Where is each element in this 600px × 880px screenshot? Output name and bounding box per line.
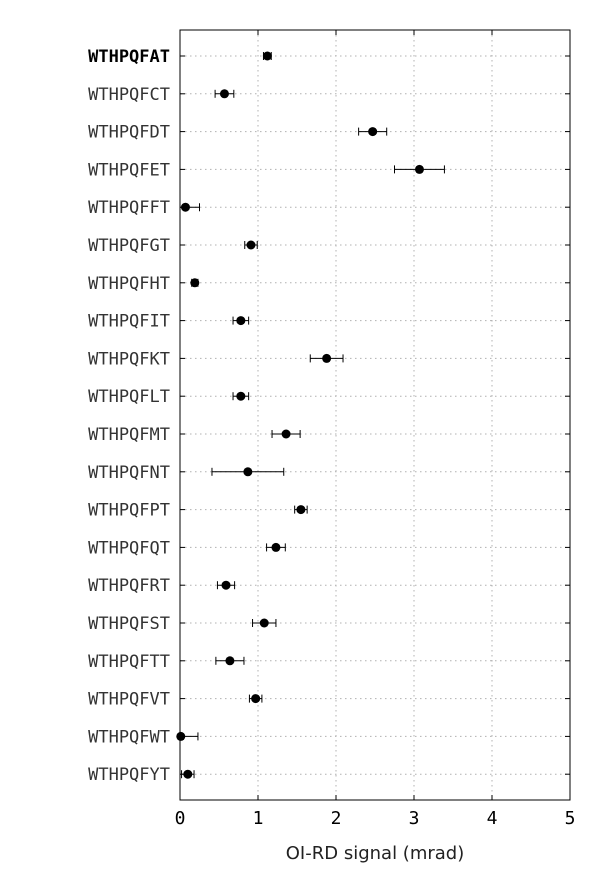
y-tick-label: WTHPQFCT bbox=[88, 85, 170, 105]
y-tick-label: WTHPQFYT bbox=[88, 765, 170, 785]
x-tick-label: 2 bbox=[331, 808, 342, 829]
x-tick-label: 1 bbox=[253, 808, 264, 829]
data-point bbox=[176, 731, 186, 741]
grid-lines bbox=[179, 30, 571, 800]
y-tick-label: WTHPQFNT bbox=[88, 463, 170, 483]
x-tick-label: 0 bbox=[175, 808, 186, 829]
data-point bbox=[221, 580, 231, 590]
x-tick-label: 5 bbox=[565, 808, 576, 829]
y-tick-label: WTHPQFWT bbox=[88, 727, 170, 747]
data-point bbox=[236, 316, 246, 326]
y-tick-label: WTHPQFQT bbox=[88, 538, 170, 558]
y-tick-label: WTHPQFIT bbox=[88, 312, 170, 332]
y-tick-label: WTHPQFMT bbox=[88, 425, 170, 445]
data-point bbox=[219, 89, 229, 99]
x-tick-label: 3 bbox=[409, 808, 420, 829]
error-bars bbox=[179, 52, 445, 779]
y-tick-label: WTHPQFVT bbox=[88, 690, 170, 710]
x-tick-label: 4 bbox=[487, 808, 498, 829]
data-points bbox=[176, 51, 424, 779]
y-tick-label: WTHPQFRT bbox=[88, 576, 170, 596]
data-point bbox=[236, 391, 246, 401]
y-tick-label: WTHPQFPT bbox=[88, 501, 170, 521]
y-tick-label: WTHPQFET bbox=[88, 160, 170, 180]
data-point bbox=[259, 618, 269, 628]
y-tick-label: WTHPQFLT bbox=[88, 387, 170, 407]
y-tick-labels: WTHPQFAT WTHPQFCT WTHPQFDT WTHPQFET WTHPQFFT… bbox=[88, 47, 170, 785]
data-point bbox=[243, 467, 253, 477]
data-point bbox=[281, 429, 291, 439]
data-point bbox=[322, 353, 332, 363]
y-tick-label: WTHPQFDT bbox=[88, 123, 170, 143]
y-tick-label: WTHPQFAT bbox=[88, 47, 170, 67]
data-point bbox=[414, 164, 424, 174]
x-tick-labels: 0 1 2 3 4 5 bbox=[175, 808, 576, 829]
x-axis-label: OI-RD signal (mrad) bbox=[286, 843, 464, 864]
data-point bbox=[271, 542, 281, 552]
y-tick-label: WTHPQFFT bbox=[88, 198, 170, 218]
data-point bbox=[183, 769, 193, 779]
data-point bbox=[262, 51, 272, 61]
data-point bbox=[225, 656, 235, 666]
data-point bbox=[246, 240, 256, 250]
plot-frame bbox=[179, 29, 571, 801]
y-tick-label: WTHPQFKT bbox=[88, 349, 170, 369]
data-point bbox=[368, 127, 378, 137]
y-tick-label: WTHPQFTT bbox=[88, 652, 170, 672]
y-tick-label: WTHPQFHT bbox=[88, 274, 170, 294]
data-point bbox=[190, 278, 200, 288]
y-tick-label: WTHPQFST bbox=[88, 614, 170, 634]
data-point bbox=[296, 505, 306, 515]
y-tick-label: WTHPQFGT bbox=[88, 236, 170, 256]
data-point bbox=[251, 694, 261, 704]
data-point bbox=[180, 202, 190, 212]
